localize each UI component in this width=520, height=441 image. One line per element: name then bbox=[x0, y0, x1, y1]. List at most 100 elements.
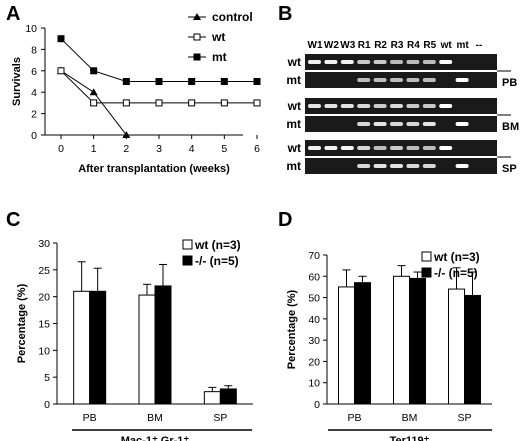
legend-marker-mt bbox=[193, 53, 201, 61]
gel-band bbox=[422, 78, 436, 82]
series-control-point bbox=[122, 131, 131, 138]
series-wt-point bbox=[155, 99, 163, 107]
legend-label-wt: wt (n=3) bbox=[194, 238, 241, 252]
x-tick-label: 0 bbox=[58, 143, 64, 155]
series-wt-line bbox=[60, 70, 257, 104]
series-mt-point bbox=[90, 67, 98, 75]
gel-band bbox=[406, 164, 420, 168]
gel-band bbox=[406, 60, 420, 64]
gel-lane-label: W1 bbox=[308, 40, 323, 51]
y-tick-label: 0 bbox=[31, 130, 37, 142]
y-tick-label: 0 bbox=[44, 399, 50, 411]
gel-tissue-label: SP bbox=[502, 163, 517, 175]
bar-BM-wt bbox=[138, 294, 156, 405]
gel-band bbox=[324, 146, 338, 150]
y-tick-label: 30 bbox=[38, 238, 50, 250]
gel-strip-PB-mt bbox=[305, 72, 497, 88]
bar-SP-wt bbox=[448, 288, 465, 405]
gel-band bbox=[357, 78, 371, 82]
bar-SP-ko bbox=[219, 388, 237, 405]
gel-row-label: wt bbox=[287, 141, 301, 155]
legend-swatch-wt bbox=[421, 251, 432, 262]
gel-row-label: wt bbox=[287, 99, 301, 113]
y-tick-label: 10 bbox=[308, 378, 320, 390]
gel-band bbox=[422, 146, 436, 150]
gel-band bbox=[373, 122, 387, 126]
gel-band bbox=[439, 146, 453, 150]
gel-band bbox=[340, 60, 354, 64]
gel-lane-label: mt bbox=[456, 40, 469, 51]
gel-lane-label: -- bbox=[476, 40, 483, 51]
y-tick-label: 30 bbox=[308, 335, 320, 347]
gel-band bbox=[390, 164, 403, 168]
y-tick-label: 4 bbox=[31, 87, 37, 99]
gel-lane-label: R1 bbox=[358, 40, 371, 51]
x-tick-label: PB bbox=[347, 412, 361, 424]
gel-band bbox=[373, 104, 387, 108]
gel-tissue-label: BM bbox=[502, 121, 519, 133]
legend-label-ko: -/- (n=5) bbox=[195, 254, 239, 268]
bar-SP-ko bbox=[464, 294, 481, 405]
gel-band bbox=[357, 164, 371, 168]
legend-label-ko: -/- (n=5) bbox=[434, 266, 478, 280]
y-tick-label: 2 bbox=[31, 109, 37, 121]
y-tick-label: 0 bbox=[314, 399, 320, 411]
legend-swatch-ko bbox=[421, 267, 432, 278]
gel-band bbox=[308, 104, 321, 108]
series-mt-line bbox=[60, 38, 257, 82]
legend-label-mt: mt bbox=[212, 50, 227, 64]
y-tick-label: 40 bbox=[308, 314, 320, 326]
gel-band bbox=[357, 60, 371, 64]
gel-band bbox=[455, 122, 469, 126]
gel-band bbox=[422, 104, 436, 108]
y-tick-label: 15 bbox=[38, 319, 50, 331]
panel-letter-c: C bbox=[6, 209, 20, 231]
gel-strip-BM-wt bbox=[305, 98, 497, 114]
legend-label-wt: wt (n=3) bbox=[433, 250, 480, 264]
y-tick-label: 6 bbox=[31, 66, 37, 78]
series-wt-point bbox=[253, 99, 261, 107]
panel-letter-b: B bbox=[278, 3, 292, 25]
bar-SP-wt bbox=[203, 391, 221, 405]
series-mt-point bbox=[57, 35, 65, 43]
gel-row-label: mt bbox=[286, 117, 301, 131]
mac1-bar-chart: 0 5 10 15 20 25 30 PB BM SP Mac-1⁺ Gr-1⁺ Percentage… bbox=[16, 238, 253, 441]
series-mt-point bbox=[188, 78, 196, 85]
x-tick-label: BM bbox=[147, 412, 163, 424]
gel-band bbox=[422, 60, 436, 64]
gel-band bbox=[390, 78, 403, 82]
gel-lane-label: R2 bbox=[374, 40, 387, 51]
y-tick-label: 5 bbox=[44, 372, 50, 384]
bar-BM-ko bbox=[409, 277, 426, 405]
gel-band bbox=[373, 164, 387, 168]
gel-band bbox=[357, 122, 371, 126]
bar-PB-ko bbox=[354, 282, 371, 405]
y-tick-label: 10 bbox=[38, 345, 50, 357]
gel-band bbox=[439, 104, 453, 108]
y-axis-title: Survivals bbox=[11, 57, 23, 106]
x-tick-label: PB bbox=[83, 412, 97, 424]
bar-BM-ko bbox=[154, 285, 172, 405]
gel-band bbox=[455, 164, 469, 168]
gel-band bbox=[308, 146, 321, 150]
gel-band bbox=[406, 78, 420, 82]
gel-band bbox=[439, 60, 453, 64]
series-wt-point bbox=[57, 67, 65, 75]
gel-band bbox=[373, 60, 387, 64]
series-mt-point bbox=[155, 78, 163, 85]
series-mt-point bbox=[220, 78, 228, 85]
gel-band bbox=[390, 122, 403, 126]
y-tick-label: 20 bbox=[308, 356, 320, 368]
gel-band bbox=[390, 104, 403, 108]
gel-band bbox=[340, 146, 354, 150]
gel-band bbox=[422, 122, 436, 126]
x-tick-label: 2 bbox=[123, 143, 129, 155]
bar-PB-ko bbox=[89, 290, 107, 405]
gel-lane-label: R4 bbox=[407, 40, 420, 51]
series-wt-point bbox=[90, 99, 98, 107]
gel-band bbox=[373, 78, 387, 82]
ter119-bar-chart: 0 10 20 30 40 50 60 70 PB BM SP Ter119⁺ Percentage (… bbox=[286, 250, 492, 441]
gel-band bbox=[357, 104, 371, 108]
gel-band bbox=[406, 122, 420, 126]
